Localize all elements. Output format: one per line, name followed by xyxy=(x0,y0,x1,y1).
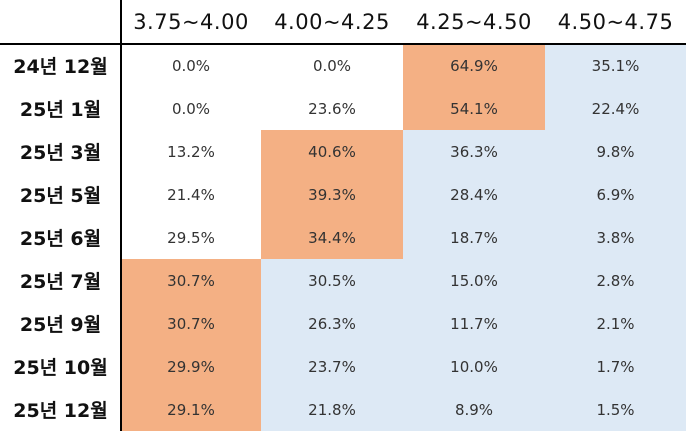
table-cell: 28.4% xyxy=(403,173,545,216)
table-cell: 0.0% xyxy=(121,44,261,87)
row-label: 25년 10월 xyxy=(13,357,108,379)
table-cell: 15.0% xyxy=(403,259,545,302)
table-cell: 2.1% xyxy=(545,302,686,345)
table-cell: 29.9% xyxy=(121,345,261,388)
table-cell: 64.9% xyxy=(403,44,545,87)
table-cell: 11.7% xyxy=(403,302,545,345)
row-label: 25년 7월 xyxy=(19,271,102,293)
row-label: 25년 9월 xyxy=(19,314,102,336)
table-cell: 34.4% xyxy=(261,216,403,259)
table-cell: 1.5% xyxy=(545,388,686,431)
table-cell: 36.3% xyxy=(403,130,545,173)
table-cell: 29.1% xyxy=(121,388,261,431)
table-cell: 18.7% xyxy=(403,216,545,259)
header-divider xyxy=(0,43,686,45)
table-cell: 10.0% xyxy=(403,345,545,388)
table-cell: 1.7% xyxy=(545,345,686,388)
table-cell: 39.3% xyxy=(261,173,403,216)
row-label: 25년 12월 xyxy=(13,400,108,422)
table-cell: 8.9% xyxy=(403,388,545,431)
row-label: 25년 5월 xyxy=(19,185,102,207)
table-cell: 2.8% xyxy=(545,259,686,302)
table-cell: 21.8% xyxy=(261,388,403,431)
column-header: 4.25~4.50 xyxy=(416,10,532,34)
table-cell: 30.5% xyxy=(261,259,403,302)
table-cell: 0.0% xyxy=(261,44,403,87)
row-label: 25년 1월 xyxy=(19,99,102,121)
table-cell: 0.0% xyxy=(121,87,261,130)
table-cell: 23.6% xyxy=(261,87,403,130)
table-cell: 29.5% xyxy=(121,216,261,259)
table-cell: 23.7% xyxy=(261,345,403,388)
table-cell: 22.4% xyxy=(545,87,686,130)
row-label: 24년 12월 xyxy=(13,56,108,78)
table-cell: 30.7% xyxy=(121,302,261,345)
table-cell: 35.1% xyxy=(545,44,686,87)
table-cell: 13.2% xyxy=(121,130,261,173)
table-cell: 54.1% xyxy=(403,87,545,130)
row-label-divider xyxy=(120,0,122,431)
column-header: 4.00~4.25 xyxy=(274,10,390,34)
table-cell: 9.8% xyxy=(545,130,686,173)
table-cell: 6.9% xyxy=(545,173,686,216)
row-label: 25년 6월 xyxy=(19,228,102,250)
table-cell: 40.6% xyxy=(261,130,403,173)
table-cell: 30.7% xyxy=(121,259,261,302)
row-label: 25년 3월 xyxy=(19,142,102,164)
column-header: 4.50~4.75 xyxy=(557,10,674,34)
column-header: 3.75~4.00 xyxy=(133,10,249,34)
table-cell: 26.3% xyxy=(261,302,403,345)
table-cell: 21.4% xyxy=(121,173,261,216)
table-cell: 3.8% xyxy=(545,216,686,259)
